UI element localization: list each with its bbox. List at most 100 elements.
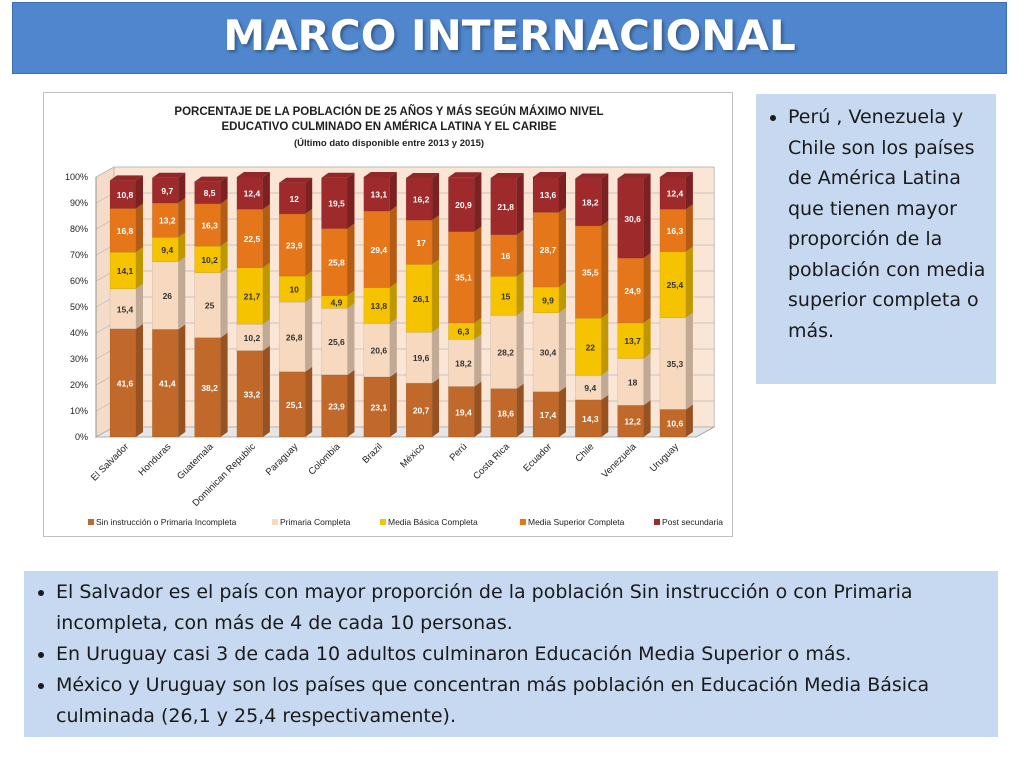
data-label: 18 [628, 377, 638, 387]
bar-segment-side [262, 319, 270, 351]
bar-segment [532, 176, 560, 213]
bar-segment-side [474, 317, 482, 340]
bar-segment [363, 376, 391, 438]
bar-segment [659, 208, 687, 252]
bar-segment [363, 176, 391, 212]
data-label: 16,3 [201, 220, 218, 230]
bar-segment-side [516, 229, 524, 277]
bar-segment-side [559, 307, 566, 392]
data-label: 15 [501, 291, 511, 301]
y-tick-label: 40% [70, 328, 88, 338]
bar-segment-side [389, 282, 397, 324]
data-label: 8,5 [204, 188, 216, 198]
data-label: 38,2 [201, 383, 218, 393]
bar-segment-side [305, 208, 313, 277]
y-tick-label: 90% [70, 198, 88, 208]
bar-segment-side [601, 313, 609, 376]
data-label: 26,1 [413, 294, 430, 304]
data-label: 20,6 [371, 346, 388, 356]
bar-segment [278, 371, 306, 438]
data-label: 12 [289, 194, 299, 204]
legend-swatch [88, 519, 94, 525]
chart-panel: PORCENTAJE DE LA POBLACIÓN DE 25 AÑOS Y … [43, 92, 733, 537]
legend-label: Post secundaria [662, 517, 723, 527]
legend-swatch [520, 519, 526, 525]
bar-segment-side [516, 310, 524, 389]
data-label: 10,2 [244, 333, 261, 343]
bar-segment-side [474, 334, 482, 387]
bar-segment [490, 388, 517, 438]
bar-segment-top [110, 175, 143, 181]
bar-segment-side [136, 323, 143, 437]
bar-segment-top [194, 176, 228, 182]
data-label: 18,2 [582, 198, 599, 208]
bar-segment [278, 301, 306, 372]
data-label: 20,7 [413, 406, 430, 416]
data-label: 13,1 [371, 190, 388, 200]
bar-segment-side [347, 290, 355, 309]
bar-segment-top [533, 172, 566, 177]
data-label: 16,8 [117, 226, 134, 236]
bar-segment-side [220, 267, 228, 338]
bar-segment-side [643, 317, 651, 359]
y-tick-label: 60% [70, 276, 88, 286]
bar-segment [532, 212, 560, 288]
bar-segment-side [136, 175, 143, 209]
data-label: 29,4 [371, 245, 388, 255]
data-label: 12,4 [244, 189, 261, 199]
bar-segment-side [685, 172, 693, 210]
bar-segment-side [516, 383, 524, 437]
legend-swatch [380, 519, 386, 525]
data-label: 25,4 [667, 280, 684, 290]
chart-title-line: EDUCATIVO CULMINADO EN AMÉRICA LATINA Y … [222, 120, 557, 133]
data-label: 22 [586, 342, 596, 352]
bottom-notes-box: El Salvador es el país con mayor proporc… [24, 571, 998, 737]
bar-segment-side [305, 177, 313, 214]
bar-segment-side [643, 173, 651, 259]
data-label: 13,2 [159, 216, 176, 226]
data-label: 14,3 [582, 414, 599, 424]
y-tick-label: 30% [70, 354, 88, 364]
bar-segment [109, 328, 137, 438]
bar-segment-side [559, 281, 566, 313]
bar-segment-side [347, 369, 355, 437]
data-label: 19,4 [455, 407, 472, 417]
gridline [95, 166, 715, 178]
bar-segment-side [432, 173, 440, 221]
bar-segment-side [178, 198, 186, 238]
data-label: 18,6 [497, 408, 514, 418]
data-label: 24,9 [624, 286, 641, 296]
bar-segment-side [685, 312, 693, 410]
data-label: 19,5 [328, 199, 345, 209]
chart-subtitle: (Último dato disponible entre 2013 y 201… [294, 137, 484, 149]
y-tick-label: 50% [70, 302, 88, 312]
bar-segment-side [220, 332, 228, 437]
data-label: 28,2 [497, 347, 514, 357]
bar-segment-side [178, 232, 186, 262]
data-label: 9,4 [584, 383, 596, 393]
bar-segment-side [601, 220, 609, 319]
bar-segment [278, 213, 306, 277]
bar-segment-side [685, 246, 693, 318]
bar-segment [321, 228, 348, 296]
bar-segment-top [363, 172, 397, 177]
bar-segment-top [490, 173, 524, 179]
bar-segment [659, 409, 687, 438]
title-banner: MARCO INTERNACIONAL [12, 2, 1007, 74]
bar-segment-side [389, 172, 397, 212]
bar-segment [532, 312, 560, 393]
data-label: 9,9 [542, 295, 554, 305]
side-note-item: Perú , Venezuela y Chile son los países … [788, 102, 986, 346]
bar-segment-side [389, 318, 397, 377]
bar-segment-side [262, 345, 270, 437]
bar-segment-side [432, 327, 440, 384]
data-label: 12,4 [667, 189, 684, 199]
bar-segment [405, 219, 433, 265]
data-label: 15,4 [117, 304, 134, 314]
x-tick-label: Chile [573, 441, 596, 464]
bar-segment-side [685, 404, 693, 437]
bar-segment [363, 287, 391, 324]
data-label: 13,7 [624, 336, 641, 346]
data-label: 18,2 [455, 358, 472, 368]
x-tick-label: Perú [448, 441, 470, 463]
